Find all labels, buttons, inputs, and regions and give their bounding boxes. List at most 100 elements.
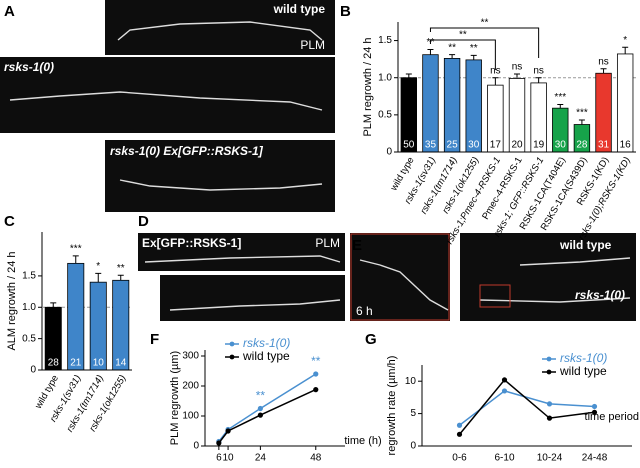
error-bar — [449, 54, 456, 59]
x-tick-label: 6 — [216, 453, 222, 464]
sample-size: 19 — [533, 140, 545, 151]
x-tick-label: 24 — [255, 453, 267, 464]
image-label: rsks-1(0) — [4, 60, 54, 74]
data-point — [501, 377, 508, 383]
panel-letter: F — [150, 331, 159, 348]
neuron — [117, 21, 323, 41]
y-tick-label: 1.0 — [378, 72, 392, 83]
y-tick-label: 1.5 — [22, 271, 36, 282]
series-line — [458, 378, 595, 435]
panel-letter: D — [138, 213, 149, 230]
x-tick-label: 0-6 — [452, 453, 467, 464]
x-tick-label: 48 — [310, 453, 322, 464]
image-label: rsks-1(0) — [575, 288, 625, 302]
data-point — [216, 440, 222, 446]
image-label: wild type — [273, 2, 326, 16]
sample-size: 35 — [425, 140, 437, 151]
legend-marker — [546, 369, 552, 375]
y-tick-label: 0 — [386, 147, 392, 158]
sample-size: 10 — [93, 358, 105, 369]
x-tick-label: 10 — [223, 453, 235, 464]
y-tick-label: 10 — [405, 376, 417, 387]
micrograph — [160, 275, 345, 321]
error-bar — [514, 73, 520, 79]
y-tick-label: 0 — [193, 441, 199, 452]
neuron — [9, 91, 323, 111]
error-bar — [557, 103, 564, 109]
significance: * — [623, 35, 627, 46]
panel-letter: G — [365, 331, 377, 348]
micrograph — [350, 233, 450, 321]
sample-size: 21 — [70, 358, 82, 369]
y-tick-label: 0.5 — [378, 109, 392, 120]
legend-label: rsks-1(0) — [243, 336, 290, 350]
y-tick-label: 5 — [410, 408, 416, 419]
sample-size: 16 — [620, 140, 632, 151]
sample-size: 20 — [511, 140, 523, 151]
error-bar — [405, 73, 412, 78]
error-bar — [95, 272, 102, 283]
panel-letter: B — [340, 3, 351, 20]
error-bar — [578, 119, 585, 125]
neuron — [479, 257, 631, 303]
y-axis-label: PLM regrowth (µm) — [169, 351, 181, 445]
y-tick-label: 300 — [182, 351, 199, 362]
micrograph — [138, 233, 345, 271]
error-bar — [427, 48, 434, 55]
neuron — [119, 179, 323, 191]
bar — [443, 58, 461, 153]
x-tick-label: 6-10 — [494, 453, 514, 464]
sample-size: 25 — [447, 140, 459, 151]
comparison-bracket — [429, 27, 540, 58]
error-bar — [622, 46, 629, 54]
image-label: rsks-1(0) Ex[GFP::RSKS-1] — [110, 144, 264, 158]
legend-marker — [229, 354, 235, 360]
panel-letter: A — [4, 3, 15, 20]
bar — [616, 53, 634, 153]
significance: * — [96, 261, 100, 272]
legend-marker — [546, 356, 552, 362]
legend-label: wild type — [559, 364, 607, 378]
significance: ** — [117, 263, 125, 274]
legend-label: wild type — [242, 349, 290, 363]
significance: ** — [448, 42, 456, 53]
significance: ns — [598, 56, 609, 67]
y-tick-label: 200 — [182, 381, 199, 392]
x-tick-label: 10-24 — [537, 453, 563, 464]
y-axis-label: ALM regrowth / 24 h — [6, 251, 18, 350]
significance: ** — [470, 43, 478, 54]
series-line — [218, 388, 317, 444]
sample-size: 30 — [555, 140, 567, 151]
comparison-label: ** — [481, 18, 489, 29]
data-point — [546, 401, 553, 407]
sample-size: 31 — [598, 140, 610, 151]
image-label: PLM — [300, 38, 325, 52]
y-axis-label: PLM regrowth / 24 h — [362, 37, 374, 136]
micrograph — [105, 0, 335, 55]
sample-size: 17 — [490, 140, 502, 151]
error-bar — [535, 77, 542, 83]
error-bar — [470, 54, 477, 60]
data-point — [257, 405, 263, 412]
sample-size: 28 — [48, 358, 60, 369]
y-tick-label: 1.0 — [22, 302, 36, 313]
neuron — [169, 299, 341, 311]
image-label: PLM — [315, 236, 340, 250]
image-label: 6 h — [356, 304, 373, 318]
data-point — [257, 412, 263, 418]
data-point — [313, 371, 319, 377]
image-label: wild type — [559, 238, 612, 252]
y-tick-label: 0 — [30, 365, 36, 376]
significance: *** — [554, 92, 566, 103]
error-bar — [600, 68, 607, 74]
significance: ** — [311, 354, 321, 368]
data-point — [501, 388, 508, 394]
series-line — [218, 373, 317, 442]
error-bar — [50, 302, 57, 308]
sample-size: 28 — [576, 140, 588, 151]
data-point — [225, 428, 231, 434]
bar — [465, 59, 482, 153]
comparison-bracket — [429, 39, 496, 70]
x-axis-label: time period (h) — [585, 411, 640, 423]
